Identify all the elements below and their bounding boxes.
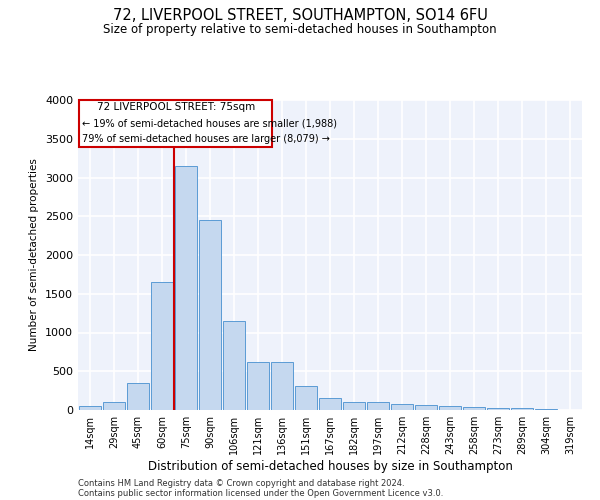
Bar [415, 404, 437, 410]
Text: 72 LIVERPOOL STREET: 75sqm: 72 LIVERPOOL STREET: 75sqm [97, 102, 255, 112]
Bar [295, 386, 317, 410]
Bar [79, 406, 101, 410]
Bar [199, 220, 221, 410]
Text: 72, LIVERPOOL STREET, SOUTHAMPTON, SO14 6FU: 72, LIVERPOOL STREET, SOUTHAMPTON, SO14 … [113, 8, 487, 22]
Bar [103, 402, 125, 410]
Bar [439, 406, 461, 410]
Text: ← 19% of semi-detached houses are smaller (1,988): ← 19% of semi-detached houses are smalle… [82, 118, 337, 128]
Bar [151, 282, 173, 410]
Text: Contains public sector information licensed under the Open Government Licence v3: Contains public sector information licen… [78, 488, 443, 498]
Bar [487, 408, 509, 410]
Bar [79, 100, 272, 148]
Bar [127, 383, 149, 410]
X-axis label: Distribution of semi-detached houses by size in Southampton: Distribution of semi-detached houses by … [148, 460, 512, 473]
Y-axis label: Number of semi-detached properties: Number of semi-detached properties [29, 158, 40, 352]
Bar [223, 321, 245, 410]
Bar [391, 404, 413, 410]
Bar [247, 362, 269, 410]
Bar [463, 407, 485, 410]
Text: Size of property relative to semi-detached houses in Southampton: Size of property relative to semi-detach… [103, 22, 497, 36]
Bar [367, 402, 389, 410]
Bar [535, 409, 557, 410]
Bar [175, 166, 197, 410]
Bar [511, 408, 533, 410]
Bar [343, 402, 365, 410]
Text: 79% of semi-detached houses are larger (8,079) →: 79% of semi-detached houses are larger (… [82, 134, 329, 144]
Text: Contains HM Land Registry data © Crown copyright and database right 2024.: Contains HM Land Registry data © Crown c… [78, 478, 404, 488]
Bar [319, 398, 341, 410]
Bar [271, 362, 293, 410]
